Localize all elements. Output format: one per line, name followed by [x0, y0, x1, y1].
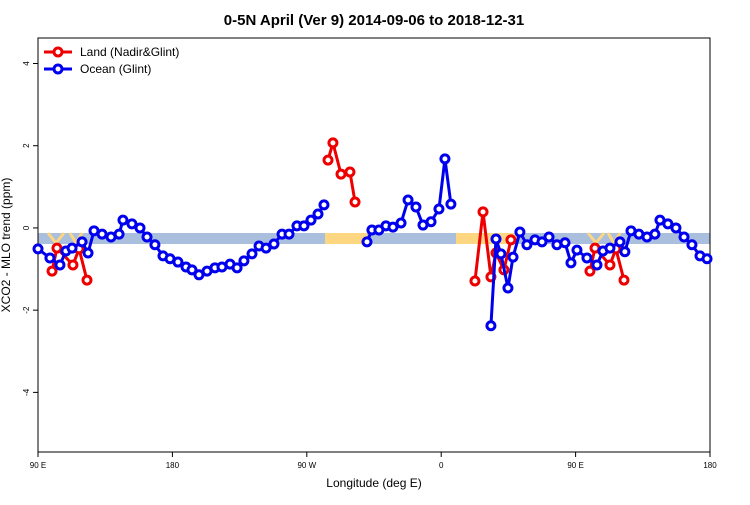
y-axis-label: XCO2 - MLO trend (ppm) — [0, 178, 13, 313]
x-tick-label: 90 W — [297, 461, 316, 470]
data-point — [327, 137, 339, 149]
legend-marker — [52, 46, 64, 58]
data-point — [670, 222, 682, 234]
data-point — [584, 265, 596, 277]
data-point — [395, 217, 407, 229]
data-point — [543, 231, 555, 243]
data-point — [425, 216, 437, 228]
data-point — [701, 253, 713, 265]
data-point — [283, 228, 295, 240]
data-point — [433, 203, 445, 215]
data-point — [485, 320, 497, 332]
data-point — [305, 214, 317, 226]
data-point — [686, 239, 698, 251]
legend-label: Ocean (Glint) — [80, 62, 151, 76]
data-point — [349, 196, 361, 208]
chart-title: 0-5N April (Ver 9) 2014-09-06 to 2018-12… — [224, 12, 524, 29]
y-tick-label: 4 — [22, 61, 31, 66]
data-point — [246, 248, 258, 260]
data-point — [186, 264, 198, 276]
x-axis-label: Longitude (deg E) — [326, 476, 421, 490]
data-point — [268, 238, 280, 250]
data-point — [521, 239, 533, 251]
data-point — [126, 218, 138, 230]
data-point — [439, 153, 451, 165]
data-point — [32, 243, 44, 255]
data-point — [614, 236, 626, 248]
data-point — [260, 242, 272, 254]
data-point — [54, 259, 66, 271]
data-point — [445, 198, 457, 210]
data-point — [495, 248, 507, 260]
data-point — [361, 236, 373, 248]
data-point — [604, 259, 616, 271]
data-point — [81, 274, 93, 286]
data-point — [559, 237, 571, 249]
data-point — [469, 275, 481, 287]
y-tick-label: -2 — [22, 306, 31, 314]
data-point — [149, 239, 161, 251]
data-point — [231, 262, 243, 274]
ocean-band — [38, 233, 710, 244]
x-tick-label: 90 E — [30, 461, 46, 470]
data-point — [477, 206, 489, 218]
data-point — [318, 199, 330, 211]
land-band — [325, 233, 367, 244]
data-point — [312, 208, 324, 220]
y-tick-label: -4 — [22, 388, 31, 396]
data-point — [571, 244, 583, 256]
data-point — [507, 251, 519, 263]
data-point — [172, 256, 184, 268]
data-point — [536, 236, 548, 248]
data-point — [502, 282, 514, 294]
data-point — [96, 228, 108, 240]
data-point — [344, 166, 356, 178]
data-point — [402, 194, 414, 206]
data-point — [238, 255, 250, 267]
data-point — [66, 242, 78, 254]
data-point — [82, 247, 94, 259]
legend-marker — [52, 63, 64, 75]
data-point — [505, 234, 517, 246]
data-point — [565, 257, 577, 269]
series-line — [50, 137, 626, 282]
data-point — [604, 242, 616, 254]
y-tick-label: 0 — [22, 225, 31, 230]
data-point — [134, 222, 146, 234]
data-point — [67, 259, 79, 271]
data-point — [514, 226, 526, 238]
data-point — [335, 168, 347, 180]
data-point — [76, 236, 88, 248]
data-point — [46, 265, 58, 277]
legend-label: Land (Nadir&Glint) — [80, 45, 179, 59]
x-tick-label: 180 — [703, 461, 717, 470]
data-point — [618, 274, 630, 286]
data-point — [387, 221, 399, 233]
data-point — [44, 252, 56, 264]
data-point — [662, 218, 674, 230]
data-point — [298, 220, 310, 232]
data-point — [322, 154, 334, 166]
data-point — [649, 228, 661, 240]
data-point — [113, 228, 125, 240]
y-tick-label: 2 — [22, 143, 31, 148]
data-point — [51, 242, 63, 254]
data-point — [591, 259, 603, 271]
data-point — [141, 231, 153, 243]
data-point — [117, 214, 129, 226]
data-point — [490, 233, 502, 245]
data-point — [619, 246, 631, 258]
data-point — [410, 201, 422, 213]
data-point — [678, 231, 690, 243]
x-tick-label: 0 — [439, 461, 444, 470]
data-point — [581, 252, 593, 264]
x-tick-label: 90 E — [567, 461, 583, 470]
x-tick-label: 180 — [166, 461, 180, 470]
